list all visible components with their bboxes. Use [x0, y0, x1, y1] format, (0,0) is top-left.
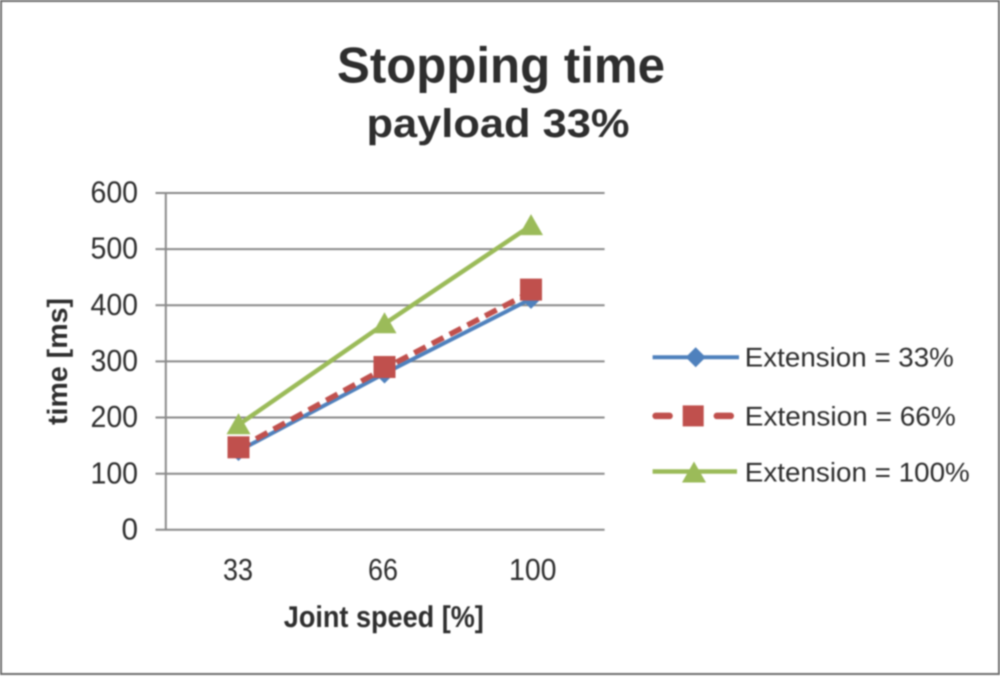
- svg-text:200: 200: [91, 400, 139, 434]
- svg-text:time [ms]: time [ms]: [42, 298, 73, 425]
- svg-text:33: 33: [223, 553, 253, 587]
- svg-text:Joint speed [%]: Joint speed [%]: [284, 601, 484, 634]
- svg-text:500: 500: [91, 232, 139, 266]
- svg-text:100: 100: [509, 553, 557, 587]
- svg-text:66: 66: [368, 553, 398, 587]
- svg-text:Stopping time: Stopping time: [337, 37, 665, 94]
- svg-text:payload 33%: payload 33%: [367, 102, 630, 146]
- svg-text:100: 100: [91, 456, 139, 490]
- svg-text:0: 0: [122, 512, 139, 546]
- svg-text:Extension = 66%: Extension = 66%: [745, 401, 956, 431]
- svg-text:Extension = 33%: Extension = 33%: [745, 342, 954, 372]
- svg-text:Extension = 100%: Extension = 100%: [745, 458, 970, 488]
- svg-text:400: 400: [91, 288, 139, 322]
- svg-text:600: 600: [91, 176, 139, 210]
- svg-text:300: 300: [91, 344, 139, 378]
